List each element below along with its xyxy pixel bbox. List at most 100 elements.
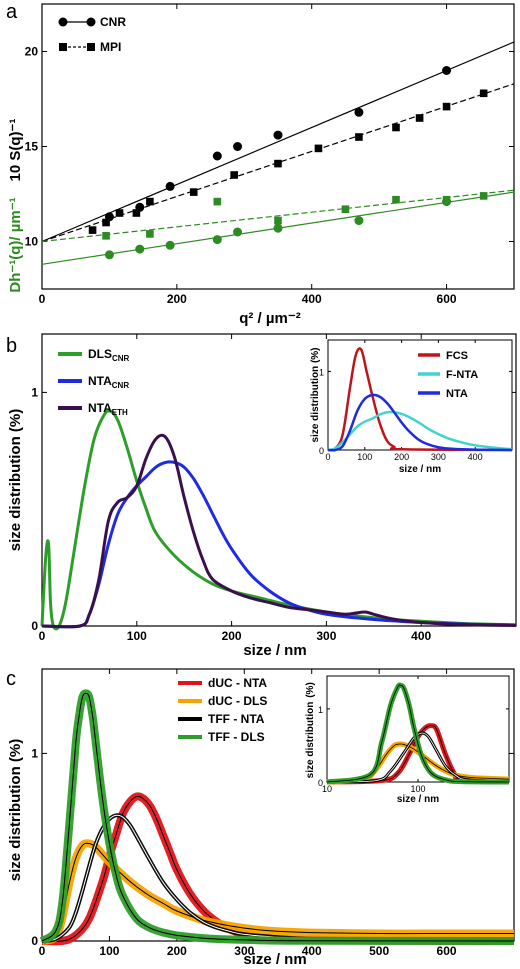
panel-c-ytick-label: 0 (31, 934, 38, 948)
point-mpi (415, 114, 424, 122)
point-mpi (88, 226, 97, 234)
point-green-circles (273, 223, 283, 233)
point-cnr (273, 130, 283, 140)
fit-line-cnr (41, 41, 515, 243)
panel-c-xtick-label: 0 (39, 944, 46, 958)
panel-c-inset: 10 100 0 1 size distribution (%) size / nm (305, 675, 510, 805)
panel-c-xtick-label: 100 (99, 944, 119, 958)
legend-dls-cnr-label: DLSCNR (88, 347, 130, 363)
point-cnr (442, 66, 452, 75)
legend-cnr-marker-left (58, 17, 68, 27)
panel-a-ytick-label: 10 (25, 235, 39, 249)
panel-b-inset-xlabel: size / nm (399, 464, 441, 475)
point-mpi (230, 171, 238, 179)
panel-c-xtick-label: 400 (302, 944, 322, 958)
legend-mpi-label: MPI (100, 40, 121, 54)
panel-a-xtick-label: 0 (39, 292, 46, 306)
point-mpi (392, 123, 400, 132)
panel-c-legend: dUC - NTA dUC - DLS TFF - NTA TFF - DLS (178, 676, 267, 744)
panel-b-ytick-label: 0 (31, 619, 38, 633)
inset-line-tff-nta (326, 732, 510, 783)
panel-b-xtick-label: 400 (411, 629, 431, 643)
point-green-circles (212, 235, 222, 245)
inset-line-fcs (327, 347, 513, 452)
panel-c-inset-ytick-label: 0 (318, 778, 323, 788)
panel-a-ytick-label: 20 (25, 45, 39, 59)
panel-c-ytick-label: 1 (31, 746, 38, 760)
panel-b-label: b (6, 335, 17, 357)
point-green-circles (135, 244, 145, 254)
point-green-squares (146, 230, 154, 238)
panel-b-inset-xtick-label: 400 (468, 452, 483, 462)
panel-c-xtick-label: 600 (437, 944, 457, 958)
panel-b-frame (41, 333, 517, 627)
point-green-circles (442, 197, 452, 207)
legend-tff-nta-label: TFF - NTA (208, 712, 265, 726)
panel-b-ytick-label: 1 (31, 385, 38, 399)
point-mpi (102, 218, 110, 227)
legend-duc-nta-label: dUC - NTA (208, 676, 267, 690)
panel-c-xtick-label: 200 (167, 944, 187, 958)
panel-a-xtick-label: 400 (302, 292, 322, 306)
panel-c-series-lines (39, 689, 515, 946)
point-mpi (189, 188, 198, 196)
panel-a-legend: CNR MPI (58, 15, 126, 54)
point-cnr (165, 181, 175, 191)
series-line-tff-dls (41, 692, 515, 942)
inset-line-nta (327, 393, 513, 452)
panel-b-xtick-label: 200 (222, 629, 242, 643)
point-green-circles (104, 250, 114, 260)
panel-c-label: c (6, 668, 16, 690)
series-line-nta-cnr (41, 460, 517, 629)
panel-a-xtick-label: 200 (167, 292, 187, 306)
panel-a: a 0 200 400 600 10 15 20 CNR MPI 10 S(q)⁻¹ Dh⁻… (6, 1, 515, 327)
panel-c-xtick-label: 500 (369, 944, 389, 958)
point-green-squares (341, 205, 350, 213)
panel-c-inset-lines (326, 682, 510, 785)
point-mpi (355, 133, 363, 141)
panel-b-xtick-label: 300 (316, 629, 336, 643)
panel-b-inset-lines (327, 347, 513, 452)
panel-c: c 0 100 200 300 400 500 600 0 1 dUC - NTA dUC - … (6, 668, 515, 968)
legend-fnta-label: F-NTA (446, 369, 478, 381)
panel-c-ylabel: size distribution (%) (7, 739, 24, 882)
panel-b-inset: 0 100 200 300 400 0 1 FCS F-NTA NTA size distr… (310, 339, 513, 475)
point-mpi (442, 102, 451, 111)
panel-c-inset-yunit: (%) (305, 682, 316, 698)
legend-mpi-marker-left (59, 43, 67, 51)
panel-a-ytick-label: 15 (25, 140, 39, 154)
panel-b-xlabel: size / nm (243, 642, 306, 659)
point-mpi (479, 89, 488, 98)
point-cnr (354, 107, 364, 117)
panel-c-xtick-label: 300 (234, 944, 254, 958)
panel-c-xlabel: size / nm (243, 951, 306, 968)
legend-nta-eth-label: NTAETH (88, 401, 128, 417)
panel-b-inset-frame (327, 339, 513, 451)
panel-b-inset-xtick-label: 100 (357, 452, 372, 462)
legend-fcs-label: FCS (446, 350, 468, 362)
panel-a-ylabel-right: 10 S(q)⁻¹ (7, 119, 24, 182)
point-cnr (233, 142, 243, 151)
panel-c-inset-ytick-label: 1 (318, 705, 323, 715)
legend-nta-label: NTA (446, 388, 468, 400)
panel-a-xlabel: q² / µm⁻² (239, 310, 301, 327)
point-green-squares (392, 195, 400, 204)
panel-c-inset-ylabel: size distribution (305, 702, 316, 779)
series-line-duc-dls (41, 842, 514, 942)
point-green-circles (233, 227, 243, 237)
point-mpi (146, 197, 154, 206)
panel-b-legend: DLSCNR NTACNR NTAETH (58, 347, 130, 417)
panel-c-ticks: 0 100 200 300 400 500 600 0 1 (31, 669, 514, 958)
point-green-circles (354, 216, 364, 226)
point-green-circles (165, 240, 175, 250)
panel-c-inset-frame (326, 675, 510, 783)
panel-b-ylabel: size distribution (%) (7, 409, 24, 552)
point-green-squares (479, 192, 488, 200)
series-line-tff-nta (41, 814, 515, 942)
legend-duc-dls-label: dUC - DLS (208, 694, 267, 708)
panel-b-inset-xtick-label: 200 (394, 452, 409, 462)
point-mpi (274, 159, 282, 168)
panel-b-inset-ylabel: size distribution (%) (310, 348, 321, 443)
